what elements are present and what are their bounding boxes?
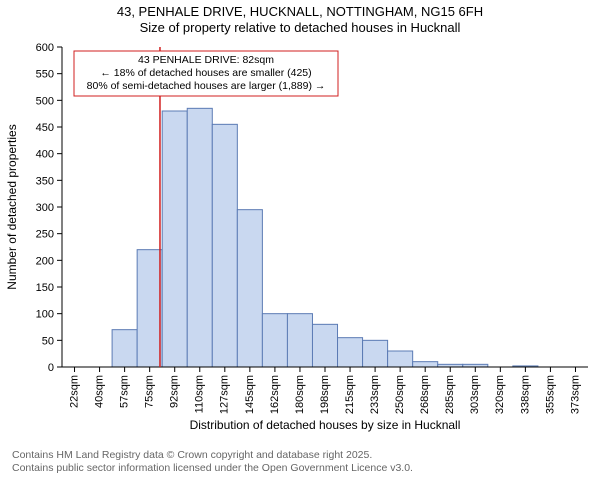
histogram-bar	[162, 111, 187, 367]
x-tick-label: 40sqm	[93, 375, 105, 408]
x-tick-label: 215sqm	[344, 375, 356, 414]
footer-attribution: Contains HM Land Registry data © Crown c…	[0, 447, 600, 475]
x-tick-label: 145sqm	[244, 375, 256, 414]
header-line2: Size of property relative to detached ho…	[0, 20, 600, 36]
x-tick-label: 373sqm	[569, 375, 581, 414]
x-tick-label: 57sqm	[119, 375, 131, 408]
x-tick-label: 110sqm	[194, 375, 206, 413]
x-tick-label: 268sqm	[419, 375, 431, 414]
x-axis-label: Distribution of detached houses by size …	[190, 418, 461, 432]
x-tick-label: 180sqm	[294, 375, 306, 414]
x-tick-label: 320sqm	[494, 375, 506, 414]
chart-header: 43, PENHALE DRIVE, HUCKNALL, NOTTINGHAM,…	[0, 0, 600, 37]
footer-line2: Contains public sector information licen…	[12, 462, 600, 475]
y-tick-label: 400	[36, 148, 54, 160]
x-tick-label: 22sqm	[68, 375, 80, 408]
annotation-line: ← 18% of detached houses are smaller (42…	[100, 67, 311, 79]
x-tick-label: 198sqm	[319, 375, 331, 414]
x-tick-label: 233sqm	[369, 375, 381, 414]
histogram-bar	[287, 313, 312, 366]
histogram-bar	[363, 340, 388, 367]
y-tick-label: 500	[36, 95, 54, 107]
footer-line1: Contains HM Land Registry data © Crown c…	[12, 449, 600, 462]
histogram-bar	[338, 337, 363, 366]
y-tick-label: 300	[36, 202, 54, 214]
histogram-bar	[413, 361, 438, 366]
histogram-bar	[312, 324, 337, 367]
y-tick-label: 50	[42, 335, 54, 347]
histogram-chart: 0 50 100 150 200 250 300 350 400 450 500 550 600 22sq…	[0, 37, 600, 447]
y-tick-label: 350	[36, 175, 54, 187]
header-line1: 43, PENHALE DRIVE, HUCKNALL, NOTTINGHAM,…	[0, 4, 600, 20]
x-tick-label: 92sqm	[169, 375, 181, 408]
y-tick-label: 450	[36, 122, 54, 134]
annotation-line: 43 PENHALE DRIVE: 82sqm	[138, 54, 274, 66]
y-tick-label: 100	[36, 308, 54, 320]
x-tick-label: 75sqm	[144, 375, 156, 408]
annotation-line: 80% of semi-detached houses are larger (…	[87, 80, 326, 92]
y-tick-label: 250	[36, 228, 54, 240]
y-tick-label: 600	[36, 42, 54, 54]
y-axis-label: Number of detached properties	[5, 124, 19, 289]
y-tick-label: 550	[36, 68, 54, 80]
histogram-bar	[112, 329, 137, 366]
y-tick-label: 150	[36, 282, 54, 294]
x-tick-label: 355sqm	[544, 375, 556, 414]
histogram-bar	[187, 108, 212, 367]
histogram-bar	[262, 313, 287, 366]
x-tick-label: 127sqm	[219, 375, 231, 414]
x-tick-label: 285sqm	[444, 375, 456, 414]
histogram-bar	[388, 351, 413, 367]
histogram-bar	[137, 249, 162, 366]
y-tick-label: 200	[36, 255, 54, 267]
histogram-bar	[212, 124, 237, 367]
histogram-bar	[237, 209, 262, 366]
x-tick-label: 303sqm	[469, 375, 481, 414]
y-tick-label: 0	[48, 362, 54, 374]
chart-container: 0 50 100 150 200 250 300 350 400 450 500 550 600 22sq…	[0, 37, 600, 447]
x-tick-label: 162sqm	[269, 375, 281, 414]
x-tick-label: 250sqm	[394, 375, 406, 414]
x-tick-label: 338sqm	[519, 375, 531, 414]
